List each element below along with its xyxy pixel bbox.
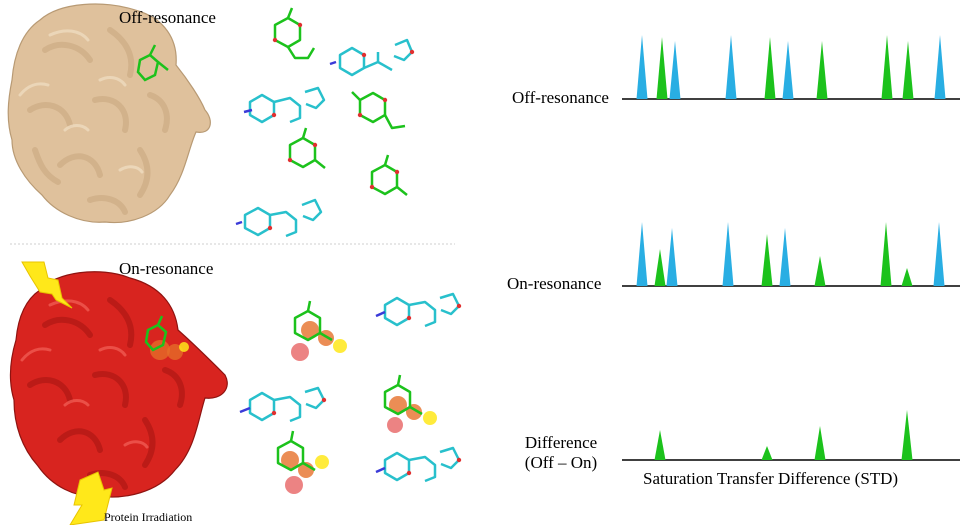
protein-off-resonance — [7, 3, 211, 224]
free-ligands-off — [235, 7, 415, 238]
spectrum-1-peak-0 — [636, 222, 648, 286]
spectrum-label-diff: Difference (Off – On) — [515, 433, 607, 473]
spectrum-0-peak-3 — [725, 35, 737, 99]
free-ligands-on — [239, 292, 462, 494]
spectra-chart — [622, 35, 960, 461]
on-resonance-title: On-resonance — [119, 259, 214, 278]
spectrum-label-off: Off-resonance — [512, 88, 609, 107]
lightning-bottom-icon — [69, 471, 113, 525]
spectrum-2-peak-2 — [814, 426, 826, 460]
spectrum-2-peak-3 — [901, 410, 913, 460]
lightning-top-icon — [21, 261, 73, 309]
spectrum-0-peak-5 — [782, 41, 794, 99]
spectrum-0-peak-9 — [934, 35, 946, 99]
spectrum-1-peak-6 — [814, 256, 826, 286]
spectrum-label-on: On-resonance — [507, 274, 602, 293]
spectrum-0-peak-8 — [902, 41, 914, 99]
protein-irradiation-label: Protein Irradiation — [104, 510, 193, 524]
spectrum-1-peak-1 — [654, 249, 666, 286]
spectrum-0-peak-2 — [669, 41, 681, 99]
spectrum-1-peak-8 — [901, 268, 913, 286]
std-caption: Saturation Transfer Difference (STD) — [643, 469, 899, 488]
spectrum-1-peak-4 — [761, 234, 773, 286]
spectrum-0-peak-4 — [764, 37, 776, 99]
difference-line2: (Off – On) — [524, 453, 598, 472]
protein-on-resonance — [9, 271, 228, 498]
spectrum-0-peak-6 — [816, 41, 828, 99]
spectrum-0-peak-1 — [656, 37, 668, 99]
spectrum-1-peak-2 — [666, 228, 678, 286]
spectrum-0-peak-7 — [881, 35, 893, 99]
spectrum-2-peak-0 — [654, 430, 666, 460]
spectrum-0-peak-0 — [636, 35, 648, 99]
spectrum-1-peak-7 — [880, 222, 892, 286]
spectrum-1-peak-5 — [779, 228, 791, 286]
spectrum-2-peak-1 — [761, 446, 773, 460]
difference-line1: Difference — [524, 433, 598, 452]
off-resonance-title: Off-resonance — [119, 8, 216, 27]
spectrum-1-peak-9 — [933, 222, 945, 286]
spectrum-1-peak-3 — [722, 222, 734, 286]
